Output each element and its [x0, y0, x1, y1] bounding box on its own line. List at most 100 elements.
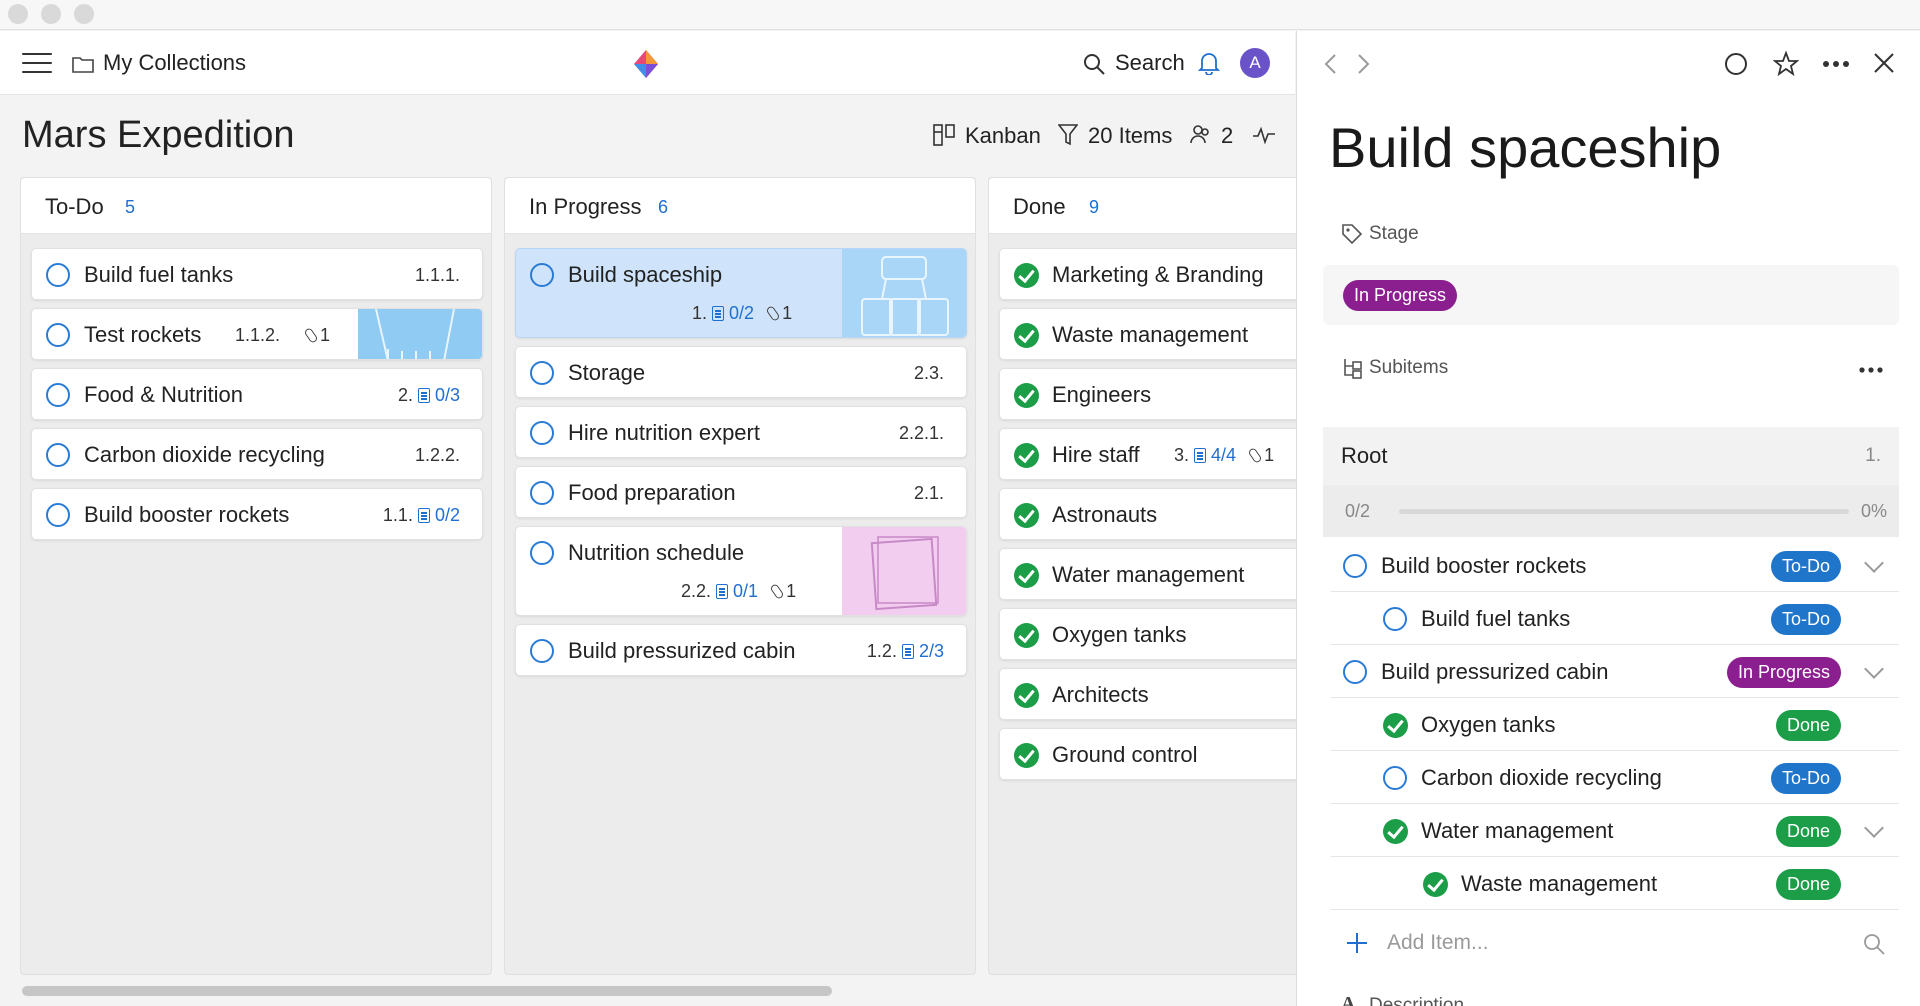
done-check-icon[interactable] — [1014, 443, 1039, 468]
card-number: 2.3. — [913, 363, 944, 383]
card-build-spaceship[interactable]: Build spaceship 1. 0/2 1 — [515, 248, 967, 338]
done-check-icon[interactable] — [1383, 713, 1408, 738]
card-title: Architects — [1052, 682, 1149, 707]
status-badge[interactable]: Done — [1775, 869, 1841, 900]
filter-icon[interactable] — [1058, 124, 1078, 146]
stage-badge[interactable]: In Progress — [1343, 280, 1458, 311]
card-food-nutrition[interactable]: Food & Nutrition 2. 0/3 — [31, 368, 483, 420]
window-minimize-dot[interactable] — [41, 4, 61, 24]
breadcrumb[interactable]: My Collections — [103, 50, 247, 75]
status-circle-icon[interactable] — [1343, 554, 1367, 578]
item-title[interactable]: Build spaceship — [1329, 116, 1722, 179]
root-row[interactable]: Root 1. — [1323, 427, 1899, 485]
card-architects[interactable]: Architects — [999, 668, 1339, 720]
status-circle-icon[interactable] — [530, 541, 554, 565]
card-nutrition-schedule[interactable]: Nutrition schedule 2.2. 0/1 1 — [515, 526, 967, 616]
status-circle-icon[interactable] — [1343, 660, 1367, 684]
status-badge[interactable]: To-Do — [1770, 551, 1841, 582]
card-hire-nutrition-expert[interactable]: Hire nutrition expert 2.2.1. — [515, 406, 967, 458]
status-circle-icon[interactable] — [530, 421, 554, 445]
window-close-dot[interactable] — [8, 4, 28, 24]
status-badge[interactable]: To-Do — [1770, 604, 1841, 635]
card-food-preparation[interactable]: Food preparation 2.1. — [515, 466, 967, 518]
status-circle-icon[interactable] — [1383, 766, 1407, 790]
add-item-input[interactable]: Add Item... — [1387, 931, 1489, 954]
back-chevron-icon[interactable] — [1323, 53, 1337, 75]
card-waste-management[interactable]: Waste management — [999, 308, 1339, 360]
chevron-down-icon[interactable] — [1864, 553, 1884, 573]
card-build-pressurized-cabin[interactable]: Build pressurized cabin 1.2. 2/3 — [515, 624, 967, 676]
done-check-icon[interactable] — [1014, 743, 1039, 768]
card-storage[interactable]: Storage 2.3. — [515, 346, 967, 398]
members-count[interactable]: 2 — [1221, 123, 1234, 148]
subitems-more-icon[interactable] — [1859, 367, 1883, 373]
avatar[interactable]: A — [1240, 48, 1270, 78]
items-count-button[interactable]: 20 Items — [1088, 123, 1173, 148]
status-badge[interactable]: To-Do — [1770, 763, 1841, 794]
activity-icon[interactable] — [1252, 126, 1276, 144]
chevron-down-icon[interactable] — [1864, 659, 1884, 679]
status-circle-icon[interactable] — [46, 323, 70, 347]
plus-icon[interactable] — [1345, 931, 1369, 955]
close-icon[interactable] — [1873, 52, 1895, 74]
status-circle-icon[interactable] — [530, 481, 554, 505]
done-check-icon[interactable] — [1014, 383, 1039, 408]
more-options-icon[interactable] — [1822, 60, 1850, 68]
done-check-icon[interactable] — [1423, 872, 1448, 897]
status-circle-icon[interactable] — [46, 383, 70, 407]
search-button[interactable]: Search — [1115, 50, 1185, 75]
status-circle-icon[interactable] — [46, 503, 70, 527]
status-badge[interactable]: In Progress — [1726, 657, 1841, 688]
done-check-icon[interactable] — [1014, 683, 1039, 708]
done-check-icon[interactable] — [1014, 503, 1039, 528]
card-test-rockets[interactable]: Test rockets 1.1.2. 1 — [31, 308, 483, 360]
status-circle-icon[interactable] — [1383, 607, 1407, 631]
chevron-down-icon[interactable] — [1864, 818, 1884, 838]
status-circle-icon[interactable] — [530, 263, 554, 287]
card-marketing-branding[interactable]: Marketing & Branding — [999, 248, 1339, 300]
status-circle-icon[interactable] — [530, 361, 554, 385]
subitem-row[interactable]: Carbon dioxide recycling To-Do — [1331, 751, 1899, 804]
subitem-row[interactable]: Oxygen tanks Done — [1331, 698, 1899, 751]
horizontal-scrollbar[interactable] — [22, 986, 832, 996]
status-badge[interactable]: Done — [1775, 816, 1841, 847]
card-astronauts[interactable]: Astronauts — [999, 488, 1339, 540]
window-zoom-dot[interactable] — [74, 4, 94, 24]
status-circle-icon[interactable] — [1724, 52, 1748, 76]
folder-icon — [72, 57, 94, 73]
card-meta: 3. 4/4 1 — [1174, 445, 1275, 465]
card-engineers[interactable]: Engineers — [999, 368, 1339, 420]
done-check-icon[interactable] — [1014, 323, 1039, 348]
window-titlebar — [0, 0, 1920, 30]
card-water-management[interactable]: Water management — [999, 548, 1339, 600]
kanban-icon[interactable] — [933, 124, 955, 146]
status-circle-icon[interactable] — [46, 263, 70, 287]
subitem-row[interactable]: Waste management Done — [1331, 857, 1899, 910]
card-build-fuel-tanks[interactable]: Build fuel tanks 1.1.1. — [31, 248, 483, 300]
subitem-row[interactable]: Build booster rockets To-Do — [1331, 539, 1899, 592]
status-circle-icon[interactable] — [530, 639, 554, 663]
done-check-icon[interactable] — [1383, 819, 1408, 844]
card-carbon-dioxide-recycling[interactable]: Carbon dioxide recycling 1.2.2. — [31, 428, 483, 480]
card-build-booster-rockets[interactable]: Build booster rockets 1.1. 0/2 — [31, 488, 483, 540]
members-icon[interactable] — [1190, 123, 1212, 145]
subitem-row[interactable]: Build pressurized cabin In Progress — [1331, 645, 1899, 698]
notification-bell-icon[interactable] — [1198, 51, 1220, 75]
star-icon[interactable] — [1773, 51, 1799, 77]
done-check-icon[interactable] — [1014, 263, 1039, 288]
card-hire-staff[interactable]: Hire staff 3. 4/4 1 — [999, 428, 1339, 480]
card-ground-control[interactable]: Ground control — [999, 728, 1339, 780]
forward-chevron-icon[interactable] — [1357, 53, 1371, 75]
status-badge[interactable]: Done — [1775, 710, 1841, 741]
subitem-row[interactable]: Build fuel tanks To-Do — [1331, 592, 1899, 645]
status-circle-icon[interactable] — [46, 443, 70, 467]
search-icon[interactable] — [1863, 933, 1885, 955]
view-mode-button[interactable]: Kanban — [965, 123, 1041, 148]
card-oxygen-tanks[interactable]: Oxygen tanks — [999, 608, 1339, 660]
search-icon[interactable] — [1083, 53, 1105, 75]
done-check-icon[interactable] — [1014, 563, 1039, 588]
stage-field[interactable]: In Progress — [1323, 265, 1899, 325]
subitem-row[interactable]: Water management Done — [1331, 804, 1899, 857]
done-check-icon[interactable] — [1014, 623, 1039, 648]
menu-icon[interactable] — [22, 53, 52, 75]
